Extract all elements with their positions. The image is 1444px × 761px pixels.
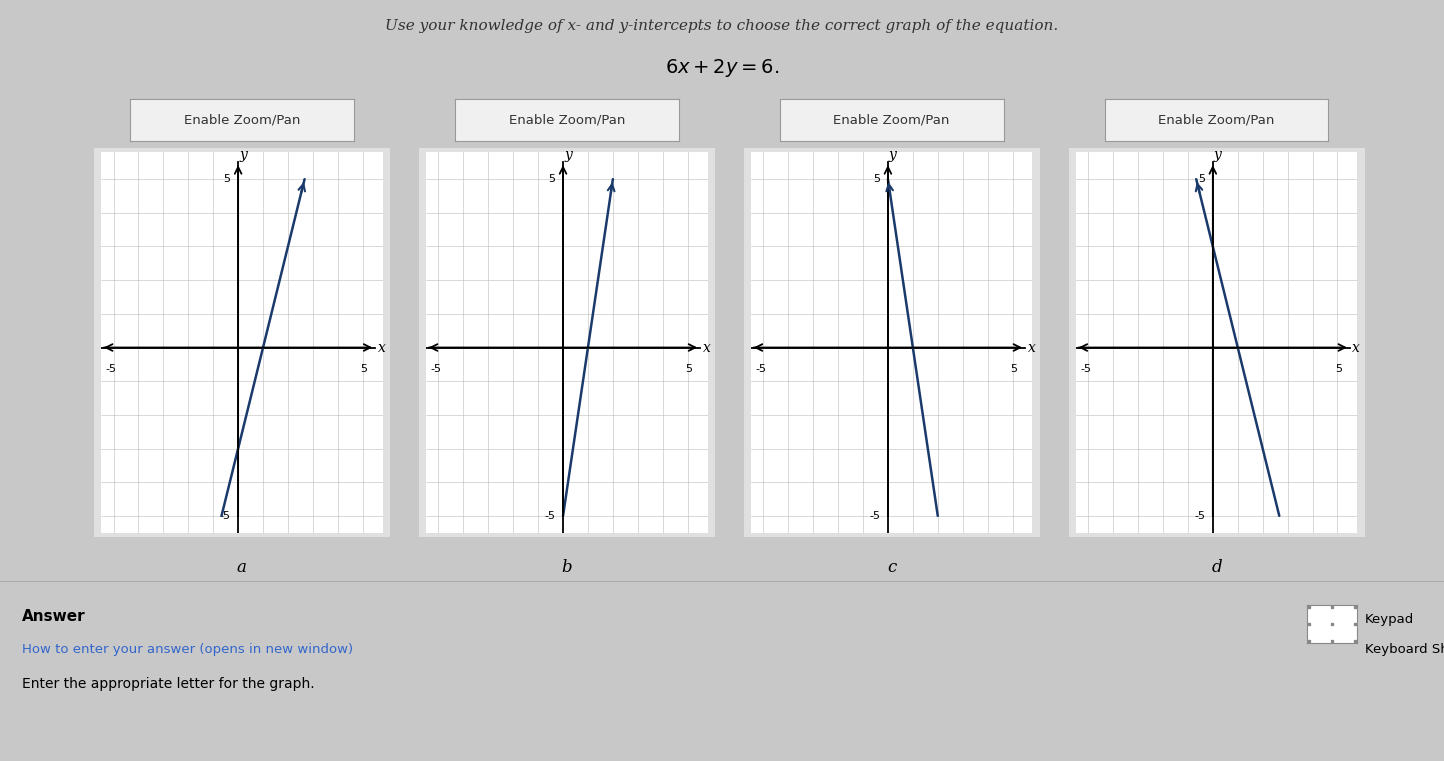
Text: Use your knowledge of x- and y-intercepts to choose the correct graph of the equ: Use your knowledge of x- and y-intercept… (386, 19, 1058, 33)
Text: Keyboard Shortcuts: Keyboard Shortcuts (1365, 643, 1444, 656)
Text: a: a (237, 559, 247, 576)
Text: 5: 5 (224, 174, 231, 184)
Text: Keypad: Keypad (1365, 613, 1414, 626)
Text: x: x (378, 340, 386, 355)
Text: -5: -5 (1080, 365, 1092, 374)
Text: -5: -5 (105, 365, 117, 374)
Text: 5: 5 (874, 174, 881, 184)
Text: -5: -5 (430, 365, 442, 374)
Text: $6x + 2y = 6.$: $6x + 2y = 6.$ (664, 57, 780, 79)
Text: 5: 5 (1336, 365, 1341, 374)
Text: -5: -5 (755, 365, 767, 374)
Text: Enable Zoom/Pan: Enable Zoom/Pan (183, 113, 300, 126)
Text: b: b (562, 559, 572, 576)
Text: y: y (565, 148, 572, 162)
Text: Enable Zoom/Pan: Enable Zoom/Pan (508, 113, 625, 126)
Text: Enable Zoom/Pan: Enable Zoom/Pan (1158, 113, 1275, 126)
Text: -5: -5 (869, 511, 881, 521)
Text: -5: -5 (1194, 511, 1206, 521)
Text: Answer: Answer (22, 609, 85, 624)
Text: 5: 5 (549, 174, 556, 184)
Text: Enable Zoom/Pan: Enable Zoom/Pan (833, 113, 950, 126)
Text: 5: 5 (1199, 174, 1206, 184)
Text: 5: 5 (686, 365, 692, 374)
Text: Enter the appropriate letter for the graph.: Enter the appropriate letter for the gra… (22, 677, 315, 691)
Text: d: d (1212, 559, 1222, 576)
Text: x: x (1028, 340, 1035, 355)
Text: 5: 5 (1011, 365, 1017, 374)
Text: x: x (1353, 340, 1360, 355)
Text: y: y (240, 148, 247, 162)
Text: y: y (890, 148, 897, 162)
Text: How to enter your answer (opens in new window): How to enter your answer (opens in new w… (22, 643, 352, 656)
Text: c: c (887, 559, 897, 576)
Text: y: y (1214, 148, 1222, 162)
Text: -5: -5 (219, 511, 231, 521)
Text: 5: 5 (361, 365, 367, 374)
Text: -5: -5 (544, 511, 556, 521)
Text: x: x (703, 340, 710, 355)
